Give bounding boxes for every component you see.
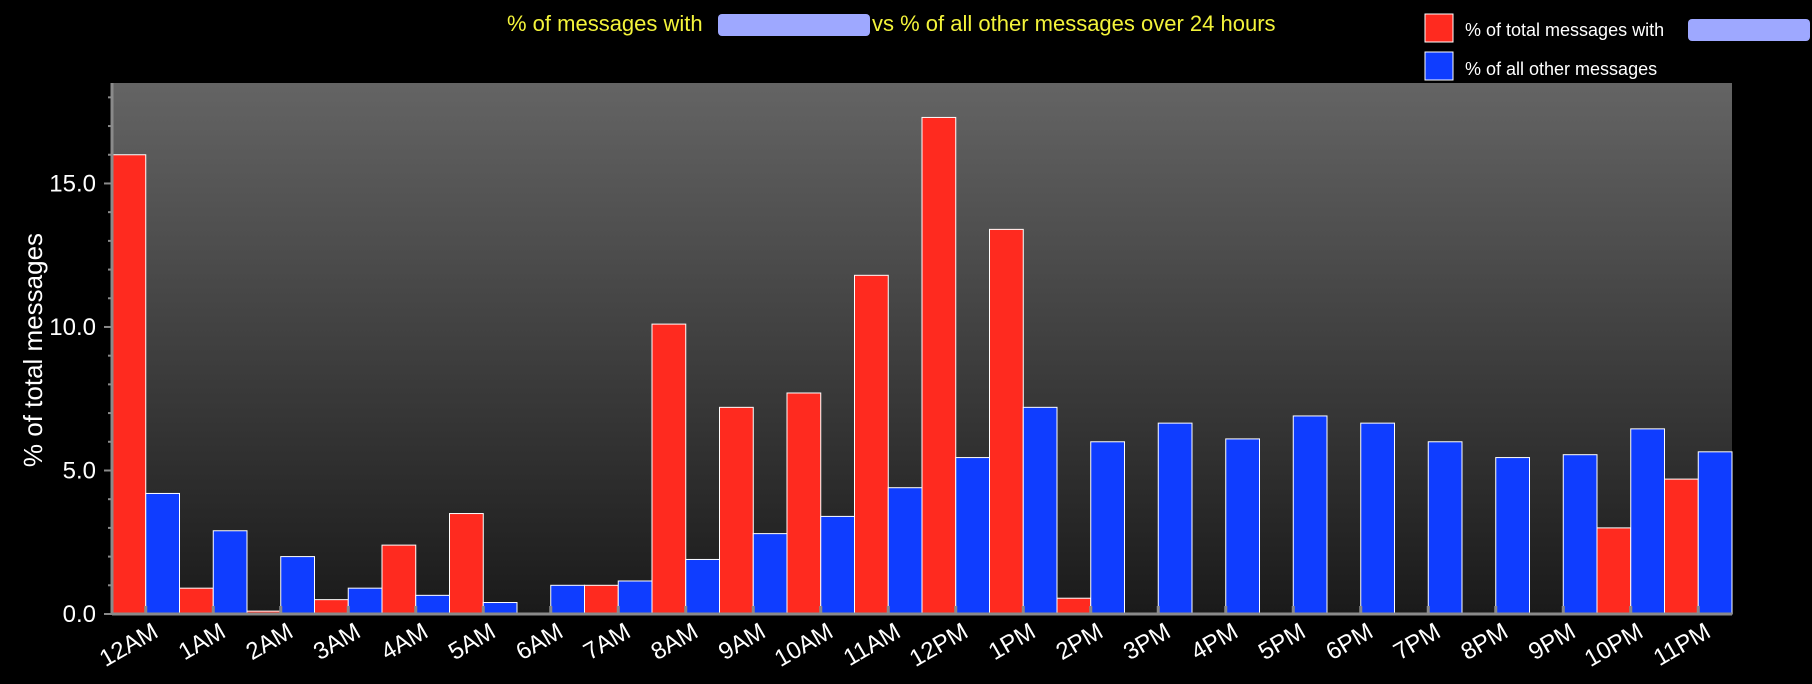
bar-series-1-10am bbox=[820, 515, 855, 615]
x-tick-label: 3AM bbox=[309, 618, 365, 666]
x-tick-label: 3PM bbox=[1119, 618, 1175, 666]
bar-series-0-11pm bbox=[1664, 478, 1699, 615]
bar-series-1-12am bbox=[145, 492, 180, 615]
bar-series-1-7am bbox=[617, 580, 653, 615]
legend-redaction bbox=[1688, 19, 1810, 41]
bar-series-0-9am bbox=[719, 406, 754, 615]
legend: % of total messages with % of all other … bbox=[1424, 13, 1810, 81]
x-tick-label: 10AM bbox=[770, 618, 838, 673]
y-tick-label: 10.0 bbox=[49, 314, 96, 341]
bar-series-1-7pm bbox=[1427, 441, 1463, 615]
bar-series-1-1pm bbox=[1022, 406, 1058, 615]
bar-series-1-11am bbox=[887, 487, 923, 615]
bar-series-1-8pm bbox=[1495, 457, 1530, 615]
x-tick-label: 5PM bbox=[1254, 618, 1310, 666]
y-axis-label: % of total messages bbox=[18, 233, 48, 467]
bar-series-1-1am bbox=[212, 530, 248, 615]
x-tick-label: 2AM bbox=[242, 618, 298, 666]
chart-title-prefix: % of messages with bbox=[507, 11, 703, 36]
bar-series-0-8am bbox=[651, 323, 687, 615]
bar-series-1-12pm bbox=[955, 457, 990, 615]
bar-series-0-10am bbox=[786, 392, 822, 615]
x-tick-label: 7PM bbox=[1389, 618, 1445, 666]
x-tick-label: 12PM bbox=[905, 618, 973, 673]
legend-label-series-0: % of total messages with bbox=[1465, 20, 1664, 40]
bar-series-1-2am bbox=[280, 556, 315, 615]
x-tick-label: 5AM bbox=[444, 618, 500, 666]
y-axis: 0.0 5.0 10.0 15.0 bbox=[49, 83, 114, 628]
bar-series-1-6pm bbox=[1360, 422, 1395, 615]
x-tick-label: 7AM bbox=[579, 618, 635, 666]
bar-series-1-9am bbox=[752, 533, 788, 615]
x-tick-label: 9AM bbox=[714, 618, 770, 666]
bar-series-0-12pm bbox=[921, 116, 957, 615]
bar-series-0-10pm bbox=[1596, 527, 1632, 615]
x-tick-label: 12AM bbox=[95, 618, 163, 673]
bar-series-0-7am bbox=[584, 584, 619, 615]
x-tick-label: 9PM bbox=[1524, 618, 1580, 666]
bar-series-1-6am bbox=[550, 584, 585, 615]
bar-series-0-5am bbox=[449, 513, 484, 615]
legend-label-series-1: % of all other messages bbox=[1465, 59, 1657, 79]
x-tick-label: 8AM bbox=[647, 618, 703, 666]
y-tick-label: 0.0 bbox=[63, 601, 96, 628]
bar-series-1-11pm bbox=[1697, 451, 1733, 615]
bars bbox=[111, 116, 1733, 615]
bar-series-1-3am bbox=[347, 587, 383, 615]
bar-series-1-9pm bbox=[1562, 454, 1598, 615]
bar-series-1-4pm bbox=[1225, 438, 1260, 615]
x-axis: 12AM 1AM 2AM 3AM 4AM 5AM 6AM 7AM 8AM 9AM 10AM 11AM 1… bbox=[95, 606, 1732, 673]
x-tick-label: 4AM bbox=[377, 618, 433, 666]
x-tick-label: 6PM bbox=[1322, 618, 1378, 666]
x-tick-label: 11AM bbox=[839, 618, 905, 672]
bar-series-0-4am bbox=[381, 544, 417, 615]
bar-series-1-3pm bbox=[1157, 422, 1193, 615]
x-tick-label: 4PM bbox=[1187, 618, 1243, 666]
bar-series-0-1pm bbox=[989, 228, 1024, 615]
bar-series-1-8am bbox=[685, 558, 720, 615]
legend-swatch-series-0 bbox=[1424, 13, 1454, 43]
x-tick-label: 11PM bbox=[1649, 618, 1715, 672]
bar-series-0-1am bbox=[179, 587, 214, 615]
bar-series-1-5pm bbox=[1292, 415, 1328, 615]
bar-series-0-3am bbox=[314, 599, 349, 615]
bar-series-0-11am bbox=[854, 274, 889, 615]
y-tick-label: 5.0 bbox=[63, 457, 96, 484]
chart-title-suffix: vs % of all other messages over 24 hours bbox=[872, 11, 1276, 36]
bar-series-1-4am bbox=[415, 594, 450, 615]
bar-series-1-10pm bbox=[1630, 428, 1665, 615]
x-tick-label: 6AM bbox=[512, 618, 568, 666]
bar-series-0-12am bbox=[111, 154, 147, 615]
x-tick-label: 1PM bbox=[984, 618, 1040, 666]
y-tick-label: 15.0 bbox=[49, 170, 96, 197]
bar-series-1-5am bbox=[482, 602, 518, 615]
x-tick-label: 2PM bbox=[1052, 618, 1108, 666]
chart-title: % of messages with vs % of all other mes… bbox=[507, 11, 1276, 36]
legend-swatch-series-1 bbox=[1424, 51, 1454, 81]
x-tick-label: 8PM bbox=[1457, 618, 1513, 666]
title-redaction bbox=[718, 14, 870, 36]
x-tick-label: 10PM bbox=[1580, 618, 1648, 673]
bar-series-0-2pm bbox=[1056, 597, 1092, 615]
x-tick-label: 1AM bbox=[174, 618, 230, 666]
bar-series-1-2pm bbox=[1090, 441, 1125, 615]
